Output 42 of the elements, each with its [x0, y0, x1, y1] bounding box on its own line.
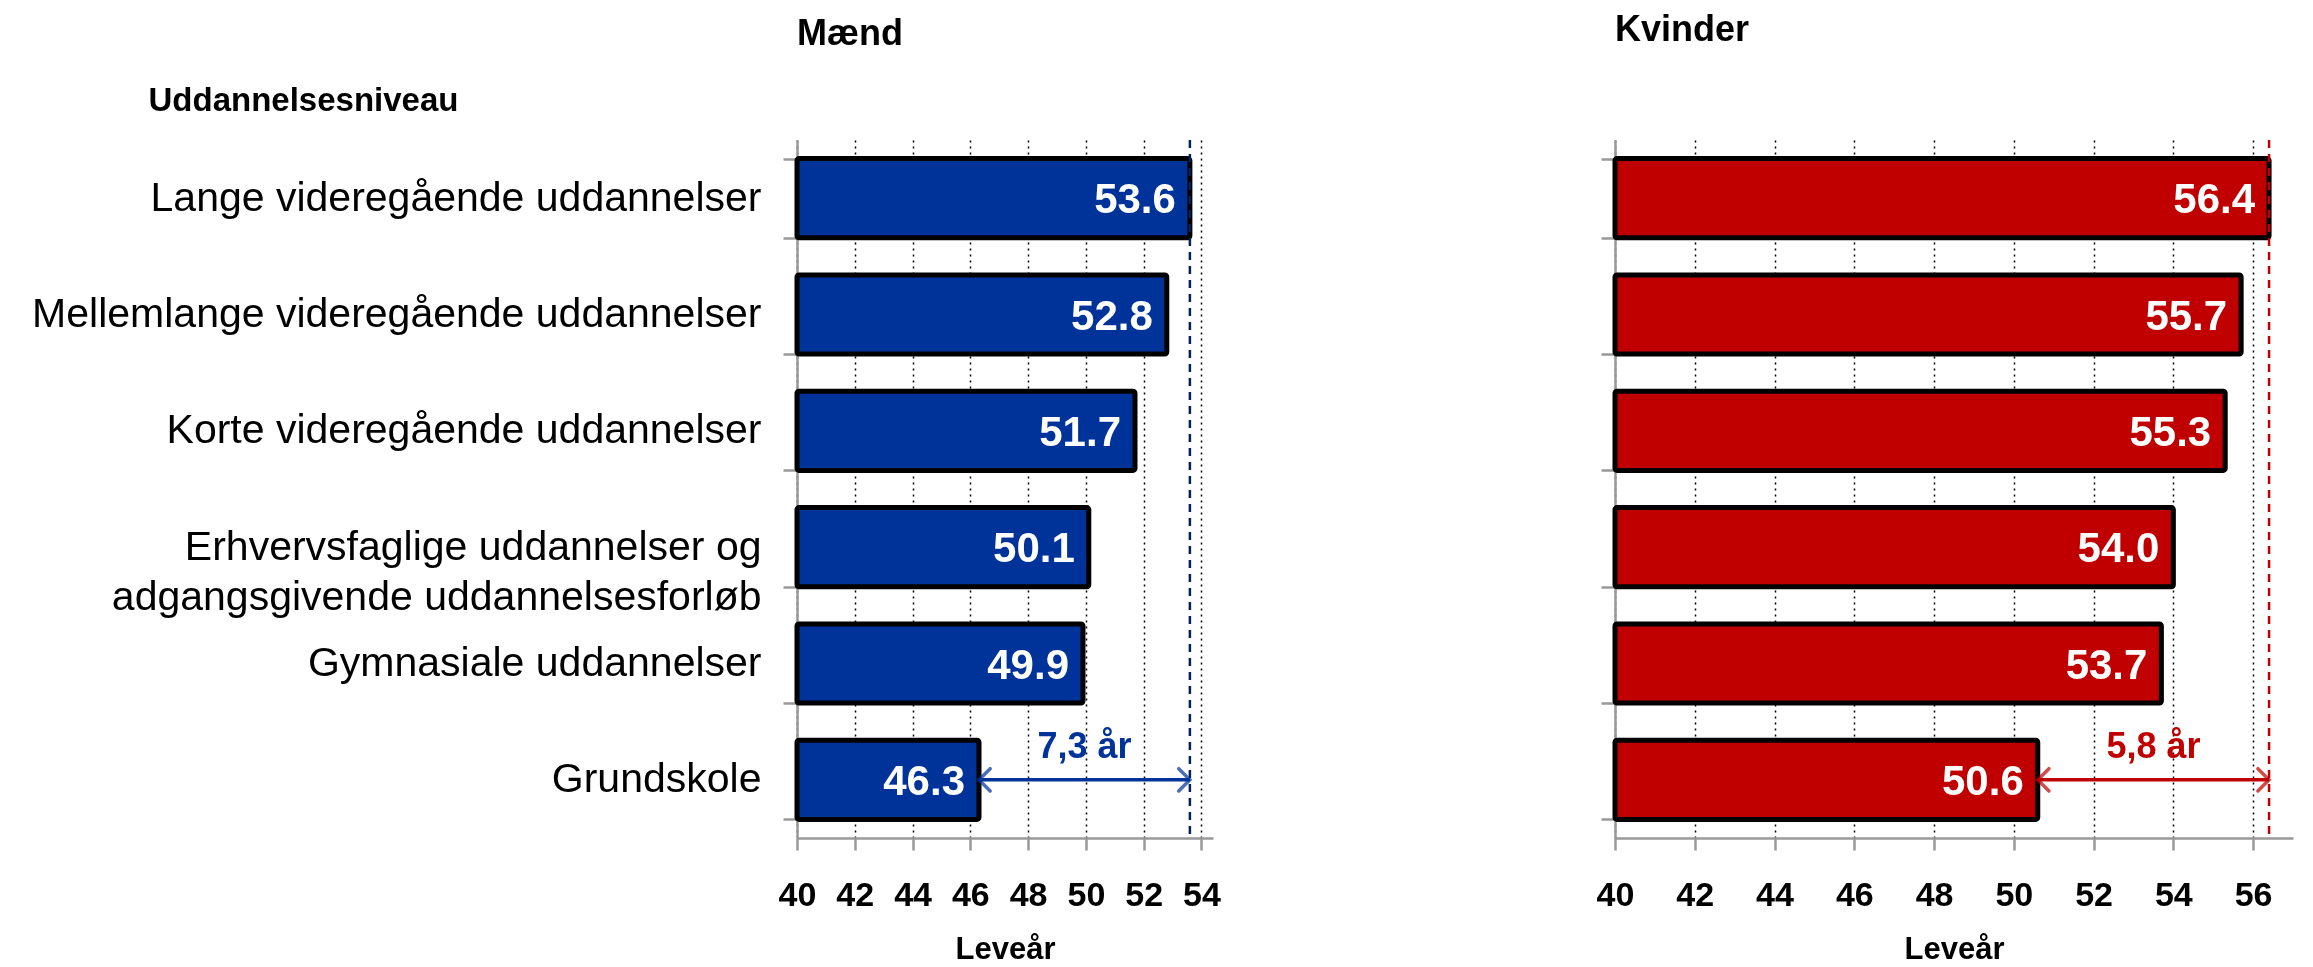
y-tick-label: Mellemlange videregående uddannelser — [32, 290, 762, 336]
data-label: 50.1 — [993, 524, 1075, 572]
x-tick-label: 42 — [836, 874, 875, 913]
data-label: 50.6 — [1942, 756, 2024, 804]
data-label: 53.7 — [2065, 640, 2148, 688]
x-axis-title: Leveår — [1904, 930, 2005, 966]
annotation: 7,3 år — [1037, 724, 1132, 766]
y-tick-label: Grundskole — [551, 755, 762, 802]
x-tick-label: 54 — [1183, 874, 1221, 913]
x-tick-label: 50 — [1995, 874, 2034, 913]
x-tick-label: 54 — [2154, 874, 2193, 913]
y-tick-label: Gymnasiale uddannelser — [307, 639, 762, 685]
x-tick-label: 44 — [1756, 874, 1795, 913]
x-tick-label: 46 — [1835, 874, 1874, 913]
x-tick-label: 48 — [1009, 874, 1048, 913]
x-tick-label: 56 — [2234, 874, 2273, 913]
x-tick-label: 40 — [1596, 874, 1635, 913]
y-axis-title: Uddannelsesniveau — [148, 80, 459, 118]
y-tick-label: Lange videregående uddannelser — [150, 173, 762, 220]
y-tick-label: Korte videregående uddannelser — [166, 406, 762, 453]
x-axis-title: Leveår — [955, 930, 1056, 966]
data-label: 51.7 — [1039, 407, 1121, 455]
annotation: 5,8 år — [2106, 724, 2201, 766]
x-tick-label: 50 — [1067, 874, 1106, 913]
data-label: 55.3 — [2129, 407, 2212, 455]
x-tick-label: 42 — [1676, 874, 1715, 913]
x-tick-label: 40 — [778, 874, 817, 913]
x-tick-label: 44 — [894, 874, 933, 913]
data-label: 53.6 — [1094, 175, 1176, 223]
chart-title: Mænd — [797, 12, 903, 53]
data-label: 56.4 — [2173, 175, 2256, 223]
data-label: 46.3 — [883, 756, 965, 804]
data-label: 52.8 — [1071, 291, 1153, 339]
x-tick-label: 52 — [1125, 874, 1164, 913]
x-tick-label: 46 — [951, 874, 990, 913]
y-tick-label: Erhvervsfaglige uddannelser og adgangsgivende uddannelsesforløb — [111, 522, 762, 619]
x-tick-label: 52 — [2075, 874, 2113, 913]
x-tick-label: 48 — [1915, 874, 1954, 913]
data-label: 54.0 — [2077, 524, 2160, 572]
chart-title: Kvinder — [1615, 7, 1750, 49]
data-label: 55.7 — [2145, 291, 2228, 339]
data-label: 49.9 — [987, 640, 1069, 688]
